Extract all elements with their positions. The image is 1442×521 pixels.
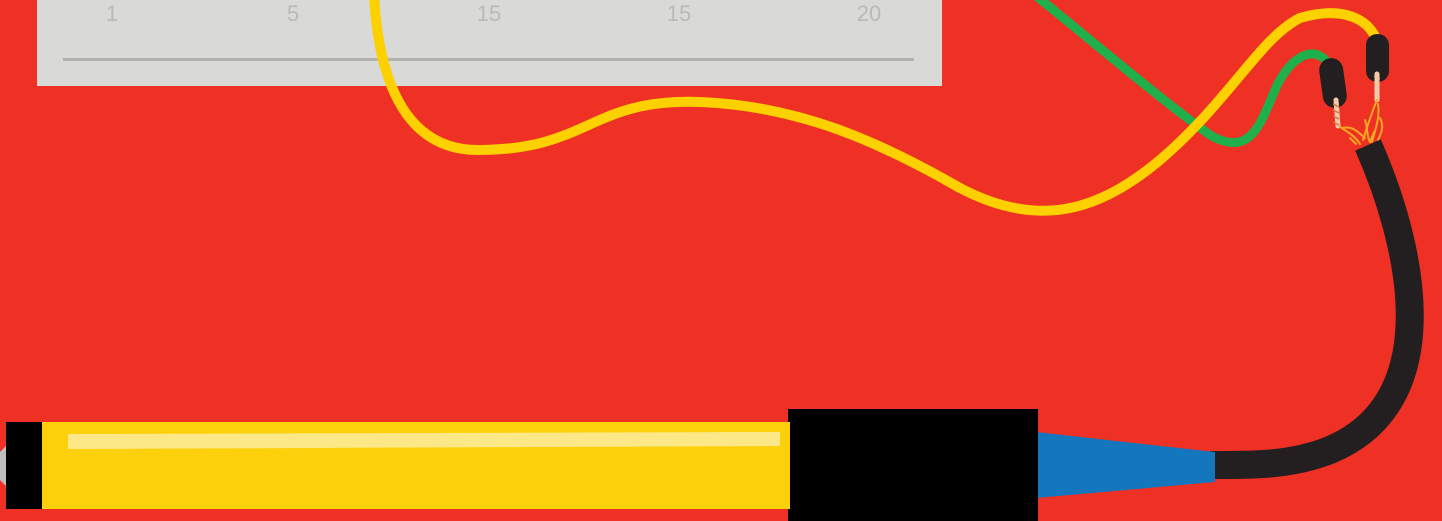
yellow-wire xyxy=(369,0,1383,216)
iron-grip-block xyxy=(788,409,1038,521)
wire-tip-right xyxy=(1366,34,1389,82)
iron-tip xyxy=(0,446,6,486)
breadboard-column-number: 5 xyxy=(286,1,300,26)
green-wire xyxy=(1034,0,1337,147)
breadboard-column-number: 20 xyxy=(856,1,882,26)
breadboard-column-number: 15 xyxy=(666,1,692,26)
power-cable xyxy=(1209,139,1424,480)
handle-highlight xyxy=(68,432,780,449)
copper-strands xyxy=(1339,99,1384,145)
breadboard-strip: 1 5 15 15 20 xyxy=(37,0,942,86)
blue-collar xyxy=(1036,432,1215,498)
breadboard-column-number: 15 xyxy=(476,1,502,26)
breadboard-rail-line xyxy=(63,58,914,61)
exposed-conductor-left xyxy=(1333,97,1341,129)
breadboard-column-number: 1 xyxy=(105,1,119,26)
wire-tip-left xyxy=(1319,58,1347,108)
iron-tip-cap xyxy=(6,422,42,509)
